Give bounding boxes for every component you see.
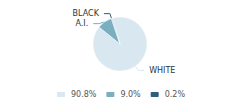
- svg-text:WHITE: WHITE: [149, 66, 175, 75]
- svg-text:BLACK: BLACK: [73, 9, 100, 18]
- svg-text:0.2%: 0.2%: [165, 90, 186, 99]
- svg-text:A.I.: A.I.: [75, 19, 88, 28]
- svg-text:90.8%: 90.8%: [71, 90, 97, 99]
- svg-text:9.0%: 9.0%: [120, 90, 141, 99]
